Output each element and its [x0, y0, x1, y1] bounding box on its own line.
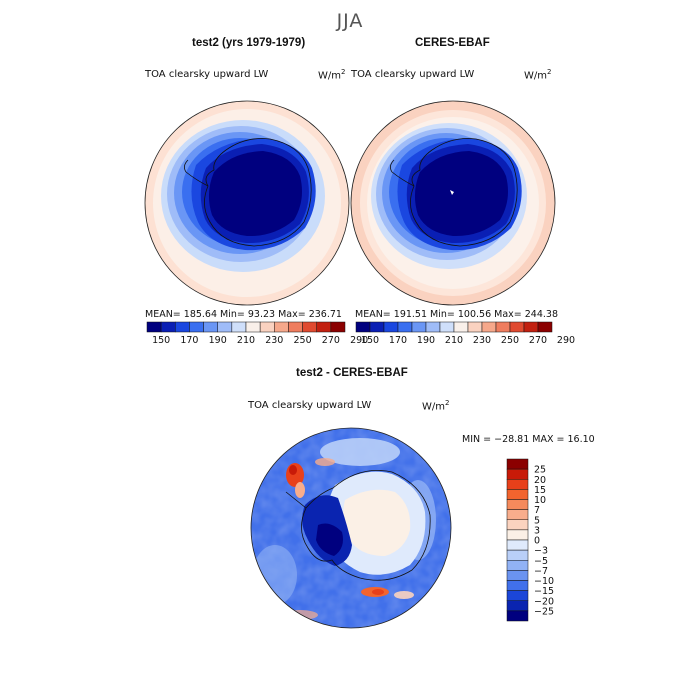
test-colorbar-cell	[160, 321, 176, 333]
ref-colorbar-tick-label: 210	[445, 335, 463, 346]
ref-variable-label: TOA clearsky upward LW	[351, 69, 475, 80]
ref-map-border	[350, 100, 556, 306]
test-colorbar-tick-label: 250	[294, 335, 312, 346]
test-colorbar-cell	[245, 321, 261, 333]
diff-panel-title: test2 - CERES-EBAF	[296, 367, 408, 379]
ref-colorbar-tick-label: 170	[389, 335, 407, 346]
diff-stats-label: MIN = −28.81 MAX = 16.10	[462, 434, 595, 445]
ref-panel-title: CERES-EBAF	[415, 37, 490, 49]
ref-colorbar-cell	[467, 321, 483, 333]
test-units-label: W/m2	[318, 68, 346, 82]
diff-colorbar-tick-label: 0	[534, 536, 540, 547]
diff-colorbar-tick-label: −25	[534, 606, 554, 617]
test-colorbar-cell	[189, 321, 204, 333]
diff-colorbar-tick-label: 25	[534, 465, 546, 476]
test-colorbar-tick-label: 210	[237, 335, 255, 346]
test-colorbar-cell	[146, 321, 162, 333]
test-colorbar-tick-label: 230	[265, 335, 283, 346]
diff-colorbar-cell	[506, 468, 529, 480]
diff-colorbar-tick-label: −5	[534, 556, 548, 567]
ref-colorbar-cell	[523, 321, 539, 333]
diff-colorbar-cell	[506, 499, 529, 510]
diff-colorbar-cell	[506, 580, 529, 591]
ref-colorbar-tick-label: 290	[557, 335, 575, 346]
ref-colorbar: 150 170 190 210 230 250 270 290	[355, 321, 575, 346]
test-variable-label: TOA clearsky upward LW	[145, 69, 269, 80]
test-colorbar-cell	[288, 321, 303, 333]
diff-colorbar-cell	[506, 539, 529, 551]
diff-map	[251, 428, 451, 628]
diff-colorbar-tick-label: 10	[534, 495, 546, 506]
test-colorbar: 150 170 190 210 230 250 270 290	[146, 321, 368, 346]
test-colorbar-cell	[302, 321, 317, 333]
diff-colorbar-cell	[506, 458, 529, 470]
test-colorbar-cell	[231, 321, 247, 333]
diff-colorbar-tick-label: −15	[534, 586, 554, 597]
ref-colorbar-tick-label: 190	[417, 335, 435, 346]
diff-variable-label: TOA clearsky upward LW	[248, 400, 372, 411]
test-panel-title: test2 (yrs 1979-1979)	[192, 37, 306, 49]
diff-map-border	[250, 427, 452, 629]
diff-colorbar-cell	[506, 479, 529, 490]
ref-colorbar-cell	[537, 321, 553, 333]
diff-colorbar-cell	[506, 570, 529, 581]
test-stats-label: MEAN= 185.64 Min= 93.23 Max= 236.71	[145, 309, 342, 320]
diff-colorbar-tick-label: 20	[534, 475, 546, 486]
ref-colorbar-tick-label: 150	[361, 335, 379, 346]
test-colorbar-cell	[274, 321, 289, 333]
ref-colorbar-cell	[369, 321, 385, 333]
ref-colorbar-cell	[481, 321, 497, 333]
diff-colorbar-cell	[506, 489, 529, 500]
test-colorbar-cell	[259, 321, 275, 333]
figure-title: JJA	[336, 10, 364, 32]
diff-colorbar-cell	[506, 560, 529, 571]
diff-colorbar-tick-label: 5	[534, 515, 540, 526]
ref-colorbar-cell	[425, 321, 441, 333]
ref-units-label: W/m2	[524, 68, 552, 82]
ref-stats-label: MEAN= 191.51 Min= 100.56 Max= 244.38	[355, 309, 559, 320]
diff-colorbar-cell	[506, 600, 529, 612]
ref-colorbar-cell	[383, 321, 399, 333]
test-colorbar-tick-label: 290	[350, 335, 368, 346]
ref-colorbar-cell	[397, 321, 413, 333]
ref-map	[351, 101, 555, 305]
test-colorbar-tick-label: 170	[180, 335, 198, 346]
test-colorbar-cell	[203, 321, 218, 333]
ref-colorbar-cell	[495, 321, 511, 333]
ref-colorbar-cell	[509, 321, 525, 333]
test-colorbar-tick-label: 150	[152, 335, 170, 346]
ref-colorbar-cell	[453, 321, 469, 333]
diff-colorbar-tick-label: 15	[534, 485, 546, 496]
diff-colorbar-cell	[506, 549, 529, 561]
test-colorbar-cell	[316, 321, 332, 333]
diff-colorbar-cell	[506, 610, 529, 622]
diff-colorbar-tick-label: −3	[534, 546, 548, 557]
ref-colorbar-tick-label: 230	[473, 335, 491, 346]
test-colorbar-cell	[175, 321, 190, 333]
ref-colorbar-tick-label: 250	[501, 335, 519, 346]
ref-colorbar-tick-label: 270	[529, 335, 547, 346]
diff-colorbar-tick-label: −10	[534, 576, 554, 587]
test-map-border	[144, 100, 350, 306]
diff-colorbar-tick-label: 3	[534, 525, 540, 536]
diff-colorbar-cell	[506, 519, 529, 531]
diff-units-label: W/m2	[422, 399, 450, 413]
diff-colorbar-cell	[506, 590, 529, 601]
ref-colorbar-cell	[355, 321, 371, 333]
test-colorbar-cell	[217, 321, 233, 333]
ref-colorbar-cell	[439, 321, 455, 333]
test-colorbar-tick-label: 270	[322, 335, 340, 346]
diff-colorbar-tick-label: −7	[534, 566, 548, 577]
ref-colorbar-cell	[411, 321, 427, 333]
diff-colorbar-cell	[506, 529, 529, 541]
diff-colorbar-tick-label: −20	[534, 596, 554, 607]
test-colorbar-cell	[330, 321, 346, 333]
diff-colorbar-cell	[506, 509, 529, 520]
diff-colorbar-tick-label: 7	[534, 505, 540, 516]
test-colorbar-tick-label: 190	[209, 335, 227, 346]
test-map	[145, 101, 349, 305]
